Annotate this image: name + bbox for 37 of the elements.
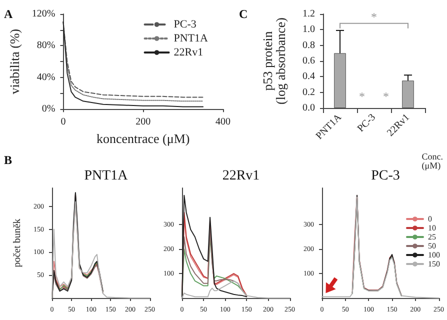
y-tick-label: 80% — [36, 40, 56, 52]
legend-label: 150 — [428, 260, 440, 268]
y-tick-label: 120% — [32, 8, 56, 20]
legend-label: 0 — [428, 214, 432, 224]
legend-label: 50 — [428, 242, 436, 250]
legend-title: Conc. (μM) — [422, 152, 443, 170]
chart-title: PC-3 — [371, 168, 400, 184]
y-tick-label: 0.4 — [302, 71, 315, 82]
y-axis-title: viabilita (%) — [7, 28, 22, 94]
y-tick-label: 0.6 — [302, 56, 315, 66]
x-axis-title: koncentrace (μM) — [96, 131, 190, 146]
y-axis-title: p53 protein (log absorbance) — [260, 18, 288, 104]
legend-label: 10 — [428, 224, 436, 232]
y-axis-title: počet buněk — [12, 218, 24, 268]
legend-label: 22Rv1 — [174, 46, 204, 58]
chart-title: PNT1A — [84, 168, 129, 184]
x-tick-label: 200 — [136, 116, 151, 128]
y-tick-label: 0.8 — [302, 40, 315, 51]
text: B — [4, 153, 12, 167]
y-tick-label: 0.0 — [302, 102, 315, 114]
legend-label: 25 — [428, 232, 436, 242]
legend-label: 100 — [428, 250, 440, 260]
x-tick-label: 0 — [60, 116, 66, 128]
text: A — [4, 7, 13, 21]
legend-label: PC-3 — [174, 18, 197, 30]
text: C — [239, 7, 248, 21]
y-tick-label: 1.2 — [302, 8, 315, 20]
y-tick-label: 1.0 — [302, 24, 315, 36]
y-tick-label: 0% — [42, 104, 56, 115]
y-tick-label: 0.2 — [302, 86, 315, 98]
chart-title: 22Rv1 — [222, 168, 260, 184]
line-series — [182, 194, 248, 298]
x-tick-label: 400 — [216, 116, 230, 128]
annotation: * — [371, 10, 377, 24]
legend-label: PNT1A — [174, 32, 208, 44]
y-tick-label: 40% — [36, 72, 56, 83]
annotation: * * — [359, 90, 389, 104]
